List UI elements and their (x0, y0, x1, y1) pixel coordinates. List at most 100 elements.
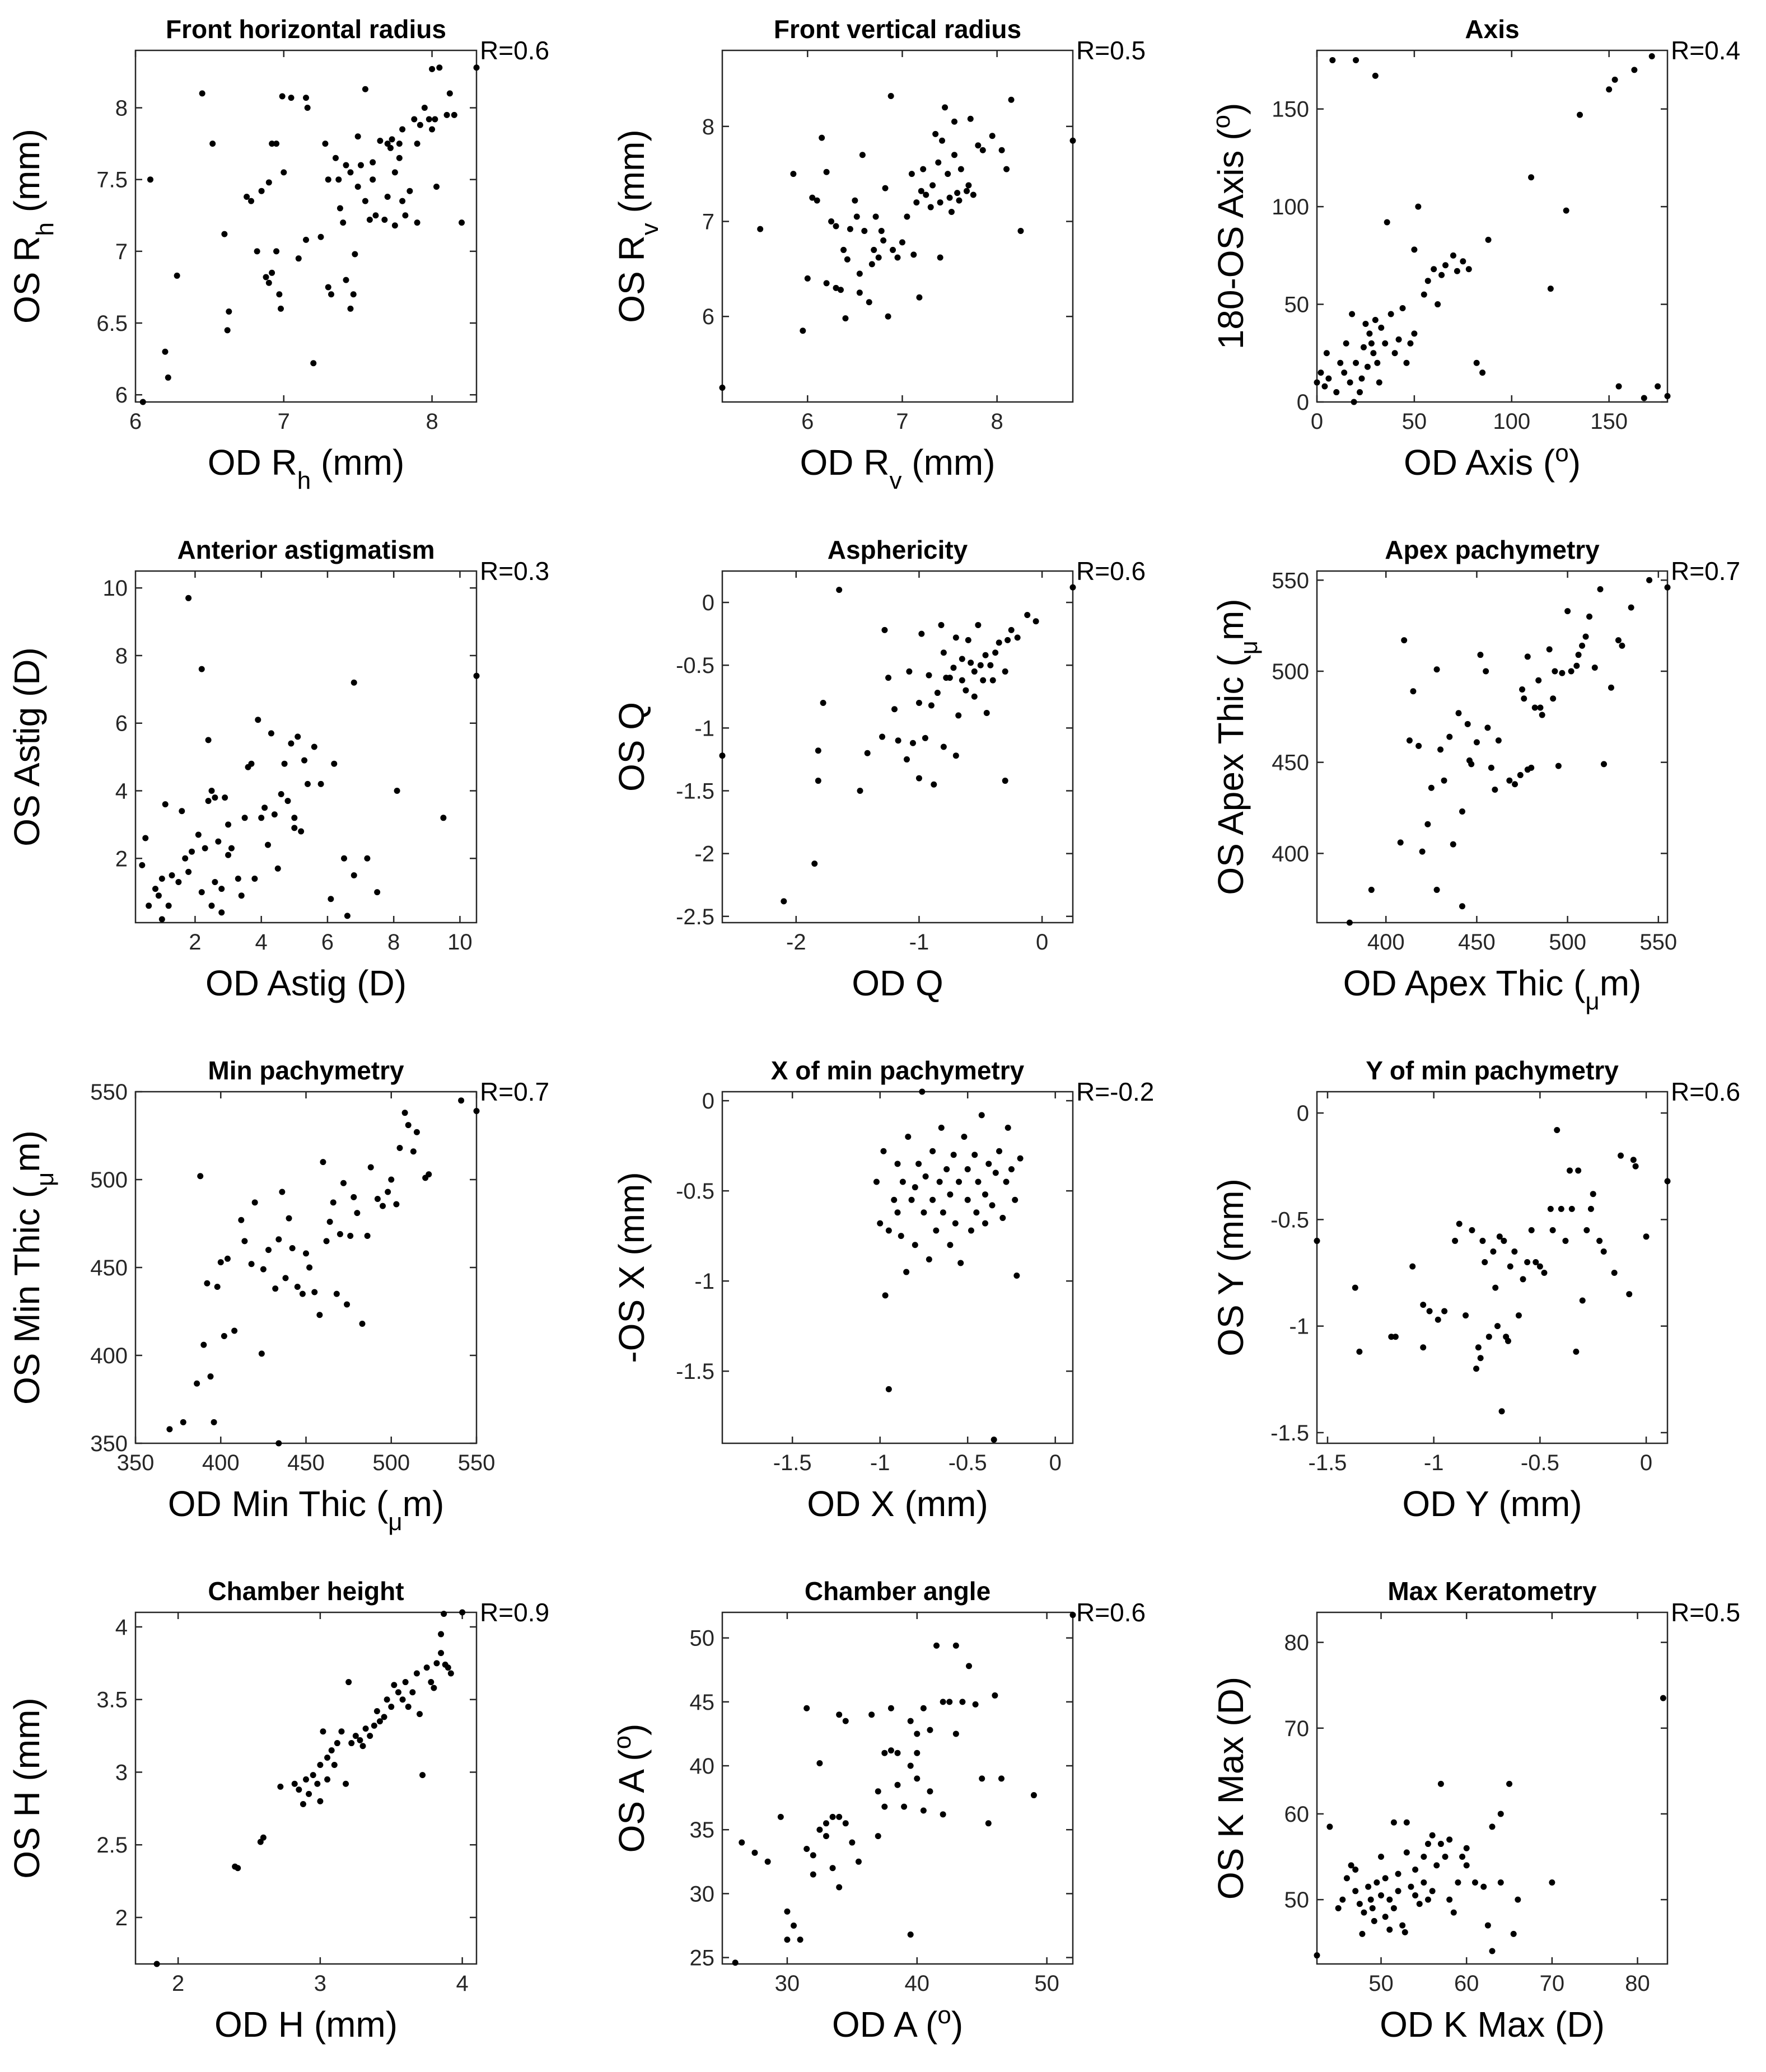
data-point (393, 1201, 400, 1208)
data-point (224, 1255, 231, 1262)
data-point (371, 1722, 377, 1729)
x-tick-label: -0.5 (1521, 1451, 1559, 1475)
x-tick-label: 3 (314, 1971, 326, 1996)
data-point (1390, 1905, 1397, 1911)
data-point (291, 815, 298, 821)
data-point (1515, 1896, 1521, 1903)
y-tick-label: 150 (1272, 97, 1309, 122)
data-point (238, 1217, 245, 1223)
y-tick-label: -0.5 (676, 653, 714, 678)
y-tick-label: 7.5 (96, 168, 128, 193)
data-point (815, 747, 821, 754)
data-point (914, 1730, 921, 1737)
data-point (1465, 266, 1472, 273)
data-point (158, 876, 165, 882)
data-point (912, 1184, 918, 1191)
panel-title: X of min pachymetry (771, 1056, 1025, 1085)
y-tick-label: -1.5 (676, 1359, 714, 1384)
data-point (316, 1312, 323, 1318)
data-point (907, 1931, 914, 1938)
data-point (931, 781, 937, 788)
data-point (868, 261, 875, 268)
data-point (1536, 1263, 1543, 1270)
x-axis-label: OD X (mm) (807, 1484, 988, 1524)
data-point (961, 1134, 968, 1140)
data-point (963, 687, 969, 694)
data-point (875, 1788, 881, 1795)
data-point (396, 141, 403, 147)
label-part: OD X (mm) (807, 1484, 988, 1524)
data-point (198, 889, 205, 896)
data-point (861, 227, 868, 234)
data-point (1473, 1365, 1480, 1372)
data-point (364, 855, 371, 862)
data-point (331, 1761, 338, 1768)
data-point (866, 299, 872, 306)
data-point (142, 835, 149, 841)
data-point (1030, 1792, 1037, 1799)
data-point (1429, 1888, 1436, 1895)
scatter-panel: Max Keratometry R=0.5 50 60 70 80 50 60 70 80 OD K… (1211, 1577, 1740, 2045)
label-part: o (937, 2001, 951, 2029)
x-tick-label: 550 (1639, 930, 1677, 955)
data-point (351, 872, 357, 878)
y-tick-label: 4 (115, 779, 128, 804)
x-axis-label: OD Apex Thic (μm) (1343, 963, 1642, 1015)
data-point (1535, 677, 1542, 684)
data-point (1008, 626, 1015, 633)
data-point (1337, 359, 1344, 366)
data-point (391, 1682, 398, 1689)
data-point (844, 256, 851, 263)
label-part: ) (1211, 103, 1251, 115)
data-point (1524, 653, 1531, 660)
label-part: (mm) (7, 129, 47, 222)
y-axis-label: OS A (o) (609, 1724, 652, 1853)
data-point (1480, 1883, 1487, 1890)
data-point (436, 64, 443, 71)
data-point (970, 191, 977, 198)
data-point (875, 1833, 881, 1840)
data-point (362, 1725, 369, 1732)
data-point (879, 733, 886, 740)
data-point (333, 1290, 340, 1297)
data-point (1575, 1167, 1582, 1174)
data-point (402, 212, 409, 219)
data-point (1433, 1862, 1440, 1869)
data-point (286, 1215, 292, 1222)
data-point (1441, 1308, 1448, 1315)
data-point (275, 1236, 282, 1243)
data-point (982, 1191, 988, 1198)
data-point (1528, 1227, 1535, 1233)
data-point (853, 213, 860, 220)
scatter-panel: Apex pachymetry R=0.7 400 450 500 550 400 450 50… (1211, 535, 1740, 1015)
data-point (421, 105, 428, 111)
data-point (929, 1196, 936, 1203)
data-point (940, 743, 947, 750)
label-part: m) (7, 1130, 47, 1172)
data-point (852, 197, 858, 204)
data-point (180, 1419, 186, 1425)
data-point (1563, 207, 1569, 214)
data-point (1386, 1896, 1393, 1903)
data-point (964, 188, 970, 194)
data-point (423, 1664, 430, 1671)
data-point (927, 204, 934, 211)
data-point (1329, 57, 1336, 63)
data-point (987, 662, 994, 668)
data-point (954, 190, 961, 197)
data-point (964, 1166, 971, 1172)
data-point (324, 1755, 331, 1761)
data-point (306, 1264, 313, 1271)
data-point (1014, 634, 1021, 641)
data-point (185, 595, 192, 601)
data-point (1528, 764, 1535, 771)
data-point (1420, 1302, 1427, 1308)
data-point (1415, 203, 1422, 210)
data-point (147, 176, 153, 183)
axes-box (721, 49, 1074, 403)
data-point (429, 66, 436, 72)
data-point (1630, 1157, 1637, 1163)
data-point (273, 248, 280, 255)
data-point (376, 1718, 383, 1725)
data-point (273, 141, 280, 147)
